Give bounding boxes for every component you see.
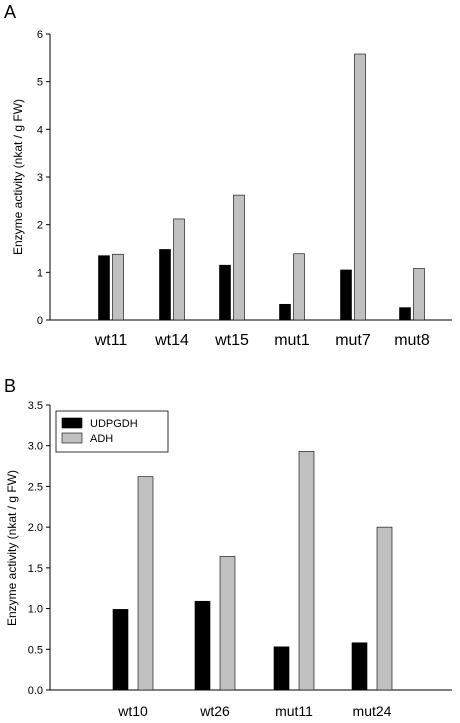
bar-mut7-series-2 (354, 53, 366, 321)
bar-wt11-series-1 (98, 255, 110, 321)
x-tick-label: wt11 (94, 332, 128, 349)
bar-mut24-series-2 (376, 526, 393, 691)
bar-mut8-series-2 (413, 268, 425, 321)
legend-label: ADH (90, 433, 113, 445)
x-tick-label: mut24 (353, 703, 392, 719)
bar-wt10-series-2 (137, 476, 154, 691)
panel-label: B (4, 376, 16, 396)
y-tick-label: 0.0 (28, 685, 43, 697)
x-tick-label: mut7 (335, 332, 371, 349)
y-tick-label: 1.5 (28, 563, 43, 575)
x-tick-label: wt10 (117, 703, 148, 719)
bar-mut8-series-1 (399, 307, 411, 321)
bar-mut1-series-2 (293, 253, 305, 321)
bar-wt11-series-2 (112, 253, 124, 321)
legend-swatch (61, 417, 83, 429)
y-tick-label: 2.5 (28, 481, 43, 493)
legend-label: UDPGDH (90, 418, 138, 430)
legend-swatch (61, 432, 83, 444)
bar-wt26-series-2 (219, 556, 236, 691)
bar-wt10-series-1 (112, 609, 129, 691)
y-axis-title: Enzyme activity (nkat / g FW) (5, 470, 19, 626)
y-tick-label: 2.0 (28, 522, 43, 534)
bar-wt26-series-1 (194, 600, 211, 691)
bar-mut1-series-1 (279, 303, 291, 321)
y-tick-label: 3 (37, 172, 43, 184)
x-tick-label: wt26 (199, 703, 230, 719)
bar-wt15-series-1 (219, 264, 231, 321)
y-tick-label: 6 (37, 29, 43, 41)
y-tick-label: 1 (37, 267, 43, 279)
bar-mut7-series-1 (340, 269, 352, 321)
y-tick-label: 2 (37, 220, 43, 232)
bar-wt14-series-1 (159, 249, 171, 321)
x-tick-label: mut8 (394, 332, 430, 349)
x-tick-label: mut11 (275, 703, 313, 719)
x-tick-label: mut1 (274, 332, 310, 349)
bar-mut11-series-1 (273, 646, 290, 691)
bar-mut24-series-1 (351, 642, 368, 691)
panel-label: A (4, 2, 16, 22)
legend-box (55, 410, 169, 453)
y-axis-title: Enzyme activity (nkat / g FW) (11, 99, 25, 255)
y-tick-label: 0 (37, 315, 43, 327)
x-tick-label: wt14 (154, 332, 189, 349)
y-tick-label: 5 (37, 77, 43, 89)
y-tick-label: 4 (37, 124, 43, 136)
y-tick-label: 3.5 (28, 400, 43, 412)
bar-wt15-series-2 (233, 194, 245, 321)
y-tick-label: 0.5 (28, 644, 43, 656)
y-tick-label: 1.0 (28, 604, 43, 616)
y-tick-label: 3.0 (28, 441, 43, 453)
x-tick-label: wt15 (214, 332, 249, 349)
bar-wt14-series-2 (173, 218, 185, 321)
bar-mut11-series-2 (298, 451, 315, 691)
